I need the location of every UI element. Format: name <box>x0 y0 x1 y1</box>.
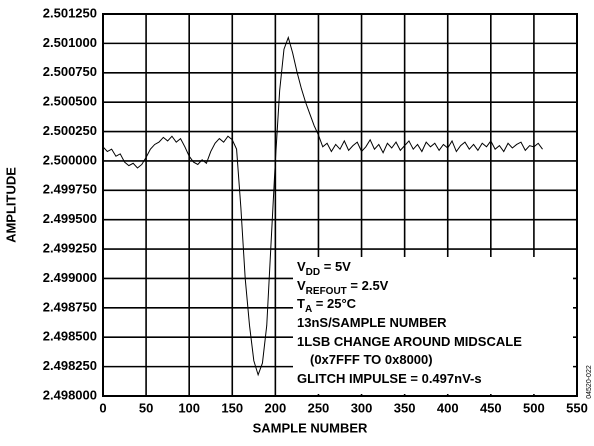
x-tick-label: 150 <box>221 400 243 415</box>
annotation-subscript: REFOUT <box>306 286 347 297</box>
y-tick-label: 2.498250 <box>43 358 97 373</box>
figure-id: 04520-022 <box>586 365 593 399</box>
x-tick-label: 450 <box>480 400 502 415</box>
annotation-text: V <box>297 259 306 274</box>
y-tick-label: 2.501250 <box>43 5 97 20</box>
annotation: GLITCH IMPULSE = 0.497nV-s <box>297 371 482 386</box>
x-tick-label: 50 <box>139 400 153 415</box>
x-tick-label: 100 <box>178 400 200 415</box>
y-tick-label: 2.500750 <box>43 64 97 79</box>
y-tick-label: 2.500000 <box>43 152 97 167</box>
annotation-text: = 5V <box>320 259 351 274</box>
x-tick-label: 0 <box>99 400 106 415</box>
annotation-text: 1LSB CHANGE AROUND MIDSCALE <box>297 334 522 349</box>
y-axis-label: AMPLITUDE <box>3 167 18 243</box>
x-tick-label: 200 <box>265 400 287 415</box>
y-tick-label: 2.499500 <box>43 211 97 226</box>
annotation-subscript: A <box>305 304 312 315</box>
x-axis-label: SAMPLE NUMBER <box>253 420 368 435</box>
x-tick-label: 550 <box>566 400 588 415</box>
data-line <box>102 35 543 377</box>
x-tick-label: 500 <box>523 400 545 415</box>
x-tick-label: 400 <box>437 400 459 415</box>
annotation-text: T <box>297 296 305 311</box>
y-tick-label: 2.499000 <box>43 270 97 285</box>
annotation: TA = 25°C <box>297 296 357 314</box>
y-tick-label: 2.498000 <box>43 387 97 402</box>
y-tick-label: 2.500500 <box>43 94 97 109</box>
y-tick-label: 2.499250 <box>43 241 97 256</box>
plot-frame <box>102 13 578 397</box>
x-tick-label: 300 <box>351 400 373 415</box>
annotation-text: V <box>297 278 306 293</box>
annotation-text: = 25°C <box>312 296 356 311</box>
x-tick-label: 350 <box>394 400 416 415</box>
annotation: VDD = 5V <box>297 259 351 277</box>
annotation: VREFOUT = 2.5V <box>297 278 389 296</box>
annotation: 13nS/SAMPLE NUMBER <box>297 315 447 330</box>
y-tick-label: 2.498500 <box>43 329 97 344</box>
annotation: (0x7FFF TO 0x8000) <box>310 352 433 367</box>
annotation-subscript: DD <box>306 267 320 278</box>
x-tick-label: 250 <box>308 400 330 415</box>
y-tick-label: 2.499750 <box>43 182 97 197</box>
y-tick-label: 2.500250 <box>43 123 97 138</box>
y-tick-label: 2.498750 <box>43 299 97 314</box>
y-tick-label: 2.501000 <box>43 35 97 50</box>
annotation-text: (0x7FFF TO 0x8000) <box>310 352 433 367</box>
annotation-text: 13nS/SAMPLE NUMBER <box>297 315 447 330</box>
annotation: 1LSB CHANGE AROUND MIDSCALE <box>297 334 522 349</box>
annotation-box <box>293 257 573 394</box>
annotation-text: = 2.5V <box>347 278 389 293</box>
annotation-text: GLITCH IMPULSE = 0.497nV-s <box>297 371 482 386</box>
